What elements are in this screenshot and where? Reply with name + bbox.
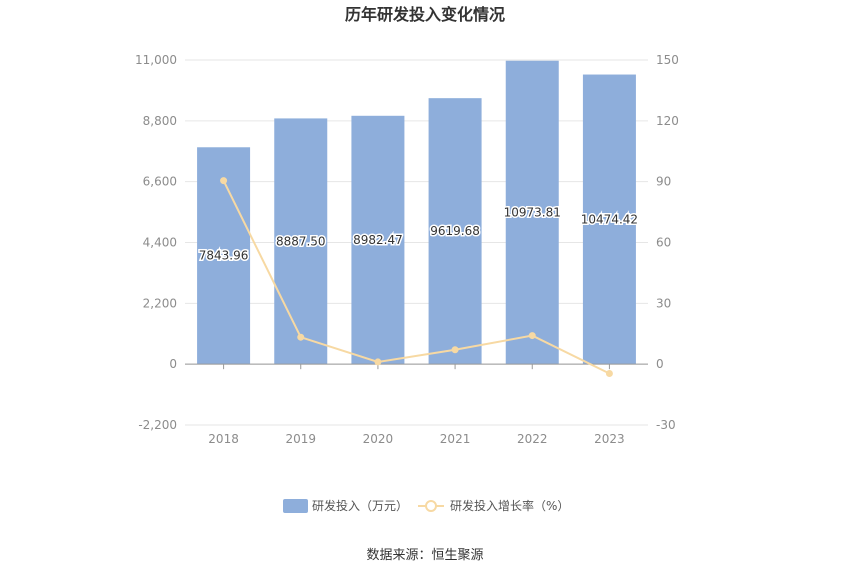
bar-value-label: 10973.81 <box>504 205 561 219</box>
legend-bar-label[interactable]: 研发投入（万元） <box>312 498 408 513</box>
x-axis: 2018 2019 2020 2021 2022 2023 <box>185 363 648 446</box>
x-tick-label: 2020 <box>363 432 394 446</box>
x-tick-label: 2021 <box>440 432 471 446</box>
growth-line <box>222 180 610 375</box>
x-tick-label: 2023 <box>594 432 625 446</box>
y-right-tick-label: 120 <box>656 114 679 128</box>
y-left-tick-label: 6,600 <box>143 175 177 189</box>
bars-layer <box>197 60 636 365</box>
growth-point <box>528 332 536 340</box>
bar <box>274 118 328 365</box>
legend-line-marker[interactable] <box>425 500 437 512</box>
data-labels-layer: 7843.96 8887.50 8982.47 9619.68 10973.81 1047… <box>197 204 639 264</box>
growth-point <box>297 333 305 341</box>
bar-value-label: 8887.50 <box>276 234 326 248</box>
source-note: 数据来源：恒生聚源 <box>366 548 483 563</box>
y-right-tick-label: 0 <box>656 357 664 371</box>
y-left-tick-label: 8,800 <box>143 114 177 128</box>
bar-value-label: 9619.68 <box>430 224 480 238</box>
bar-value-label: 8982.47 <box>353 233 403 247</box>
bar-value-label: 7843.96 <box>199 249 249 263</box>
y-right-tick-label: 150 <box>656 53 679 67</box>
line-layer <box>220 177 613 377</box>
y-right-tick-label: -30 <box>656 418 676 432</box>
y-right-tick-label: 30 <box>656 296 671 310</box>
legend-bar-swatch[interactable] <box>283 499 308 513</box>
y-axis-left: -2,200 0 2,200 4,400 6,600 8,800 11,000 <box>135 53 177 432</box>
bar <box>505 60 559 365</box>
y-left-tick-label: 2,200 <box>143 296 177 310</box>
bar-value-label: 10474.42 <box>581 212 638 226</box>
legend[interactable]: 研发投入（万元） 研发投入增长率（%） <box>283 498 569 513</box>
y-left-tick-label: -2,200 <box>138 418 177 432</box>
bar <box>351 115 405 365</box>
chart-title: 历年研发投入变化情况 <box>345 5 505 24</box>
growth-point <box>605 369 613 377</box>
x-tick-label: 2022 <box>517 432 548 446</box>
legend-line-label[interactable]: 研发投入增长率（%） <box>450 498 569 513</box>
y-right-tick-label: 90 <box>656 175 671 189</box>
bar <box>428 98 482 365</box>
y-axis-right: -30 0 30 60 90 120 150 <box>656 53 679 432</box>
growth-point <box>220 177 228 185</box>
x-tick-label: 2019 <box>285 432 316 446</box>
y-left-tick-label: 11,000 <box>135 53 177 67</box>
bar <box>582 74 636 365</box>
x-tick-label: 2018 <box>208 432 239 446</box>
y-right-tick-label: 60 <box>656 236 671 250</box>
y-left-tick-label: 4,400 <box>143 236 177 250</box>
growth-point <box>374 358 382 366</box>
growth-point <box>451 346 459 354</box>
y-left-tick-label: 0 <box>169 357 177 371</box>
